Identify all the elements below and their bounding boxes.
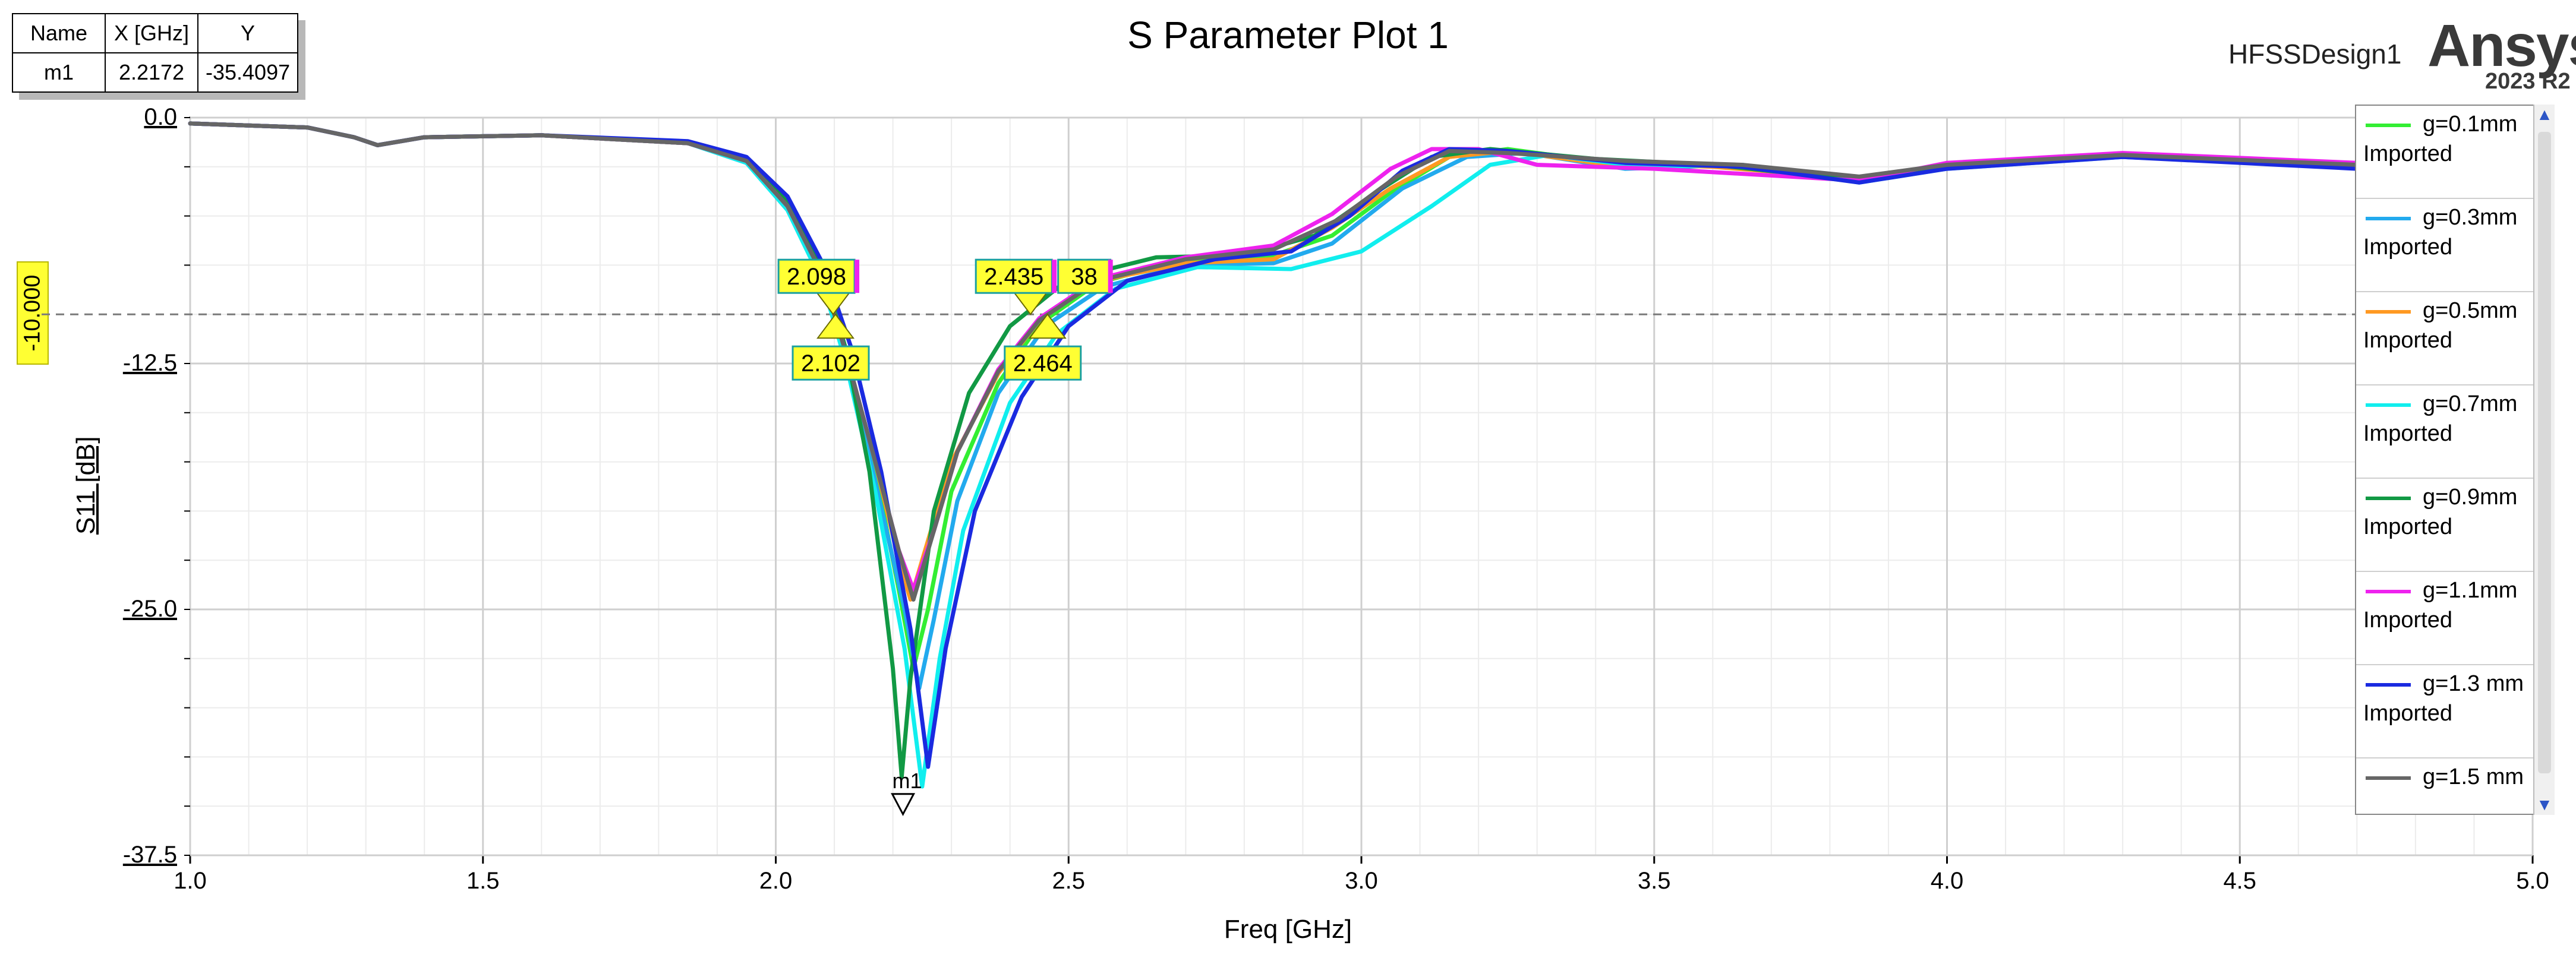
legend-label: g=0.9mm: [2423, 485, 2518, 510]
intersection-label-4: 2.464: [1013, 350, 1073, 377]
marker-triangle-icon: [891, 793, 916, 816]
legend-sublabel: Imported: [2363, 328, 2452, 353]
legend-label: g=0.3mm: [2423, 205, 2518, 230]
legend-label: g=0.5mm: [2423, 298, 2518, 323]
legend-label: g=0.1mm: [2423, 112, 2518, 137]
scroll-up-icon[interactable]: ▲: [2536, 105, 2553, 124]
legend-swatch: [2366, 310, 2411, 314]
intersection-arrow-icon: [816, 313, 855, 339]
legend-item[interactable]: g=0.3mm Imported: [2356, 199, 2552, 292]
reference-line-badge[interactable]: -10.000: [17, 261, 49, 365]
intersection-label-tab: [1052, 260, 1057, 293]
legend[interactable]: g=0.1mm Imported g=0.3mm Imported g=0.5mm Imp…: [2355, 105, 2553, 815]
legend-sublabel: Imported: [2363, 235, 2452, 260]
x-tick-label: 4.0: [1931, 868, 1964, 894]
legend-item[interactable]: g=0.7mm Imported: [2356, 385, 2552, 479]
marker-table: Name X [GHz] Y m1 2.2172 -35.4097: [12, 13, 299, 93]
brand-logo: Ansys: [2427, 12, 2576, 79]
marker-label: m1: [893, 769, 922, 793]
intersection-label-3: 2.435: [984, 264, 1043, 290]
marker-header-name: Name: [12, 13, 106, 53]
legend-item[interactable]: g=0.1mm Imported: [2356, 106, 2552, 199]
series-line-8: [188, 121, 2535, 602]
y-tick-label: 0.0: [144, 104, 177, 130]
legend-item[interactable]: g=1.5 mm: [2356, 758, 2552, 814]
legend-item[interactable]: g=0.5mm Imported: [2356, 292, 2552, 385]
legend-item[interactable]: g=1.1mm Imported: [2356, 572, 2552, 665]
marker-header-y: Y: [197, 13, 299, 53]
intersection-label-1: 2.098: [787, 264, 846, 290]
legend-swatch: [2366, 497, 2411, 500]
intersection-arrow-icon: [1011, 290, 1050, 315]
legend-sublabel: Imported: [2363, 608, 2452, 633]
scroll-thumb[interactable]: [2538, 132, 2551, 773]
x-tick-label: 4.5: [2223, 868, 2256, 894]
intersection-label-hidden-box: [1057, 258, 1112, 294]
legend-swatch: [2366, 776, 2411, 780]
y-tick-label: -12.5: [123, 350, 177, 376]
marker-header-x: X [GHz]: [105, 13, 198, 53]
series-line-2: [188, 121, 2359, 690]
legend-swatch: [2366, 403, 2411, 407]
scroll-down-icon[interactable]: ▼: [2536, 795, 2553, 814]
x-tick-label: 1.0: [174, 868, 207, 894]
legend-sublabel: Imported: [2363, 141, 2452, 166]
y-axis-label: S11 [dB]: [71, 436, 100, 535]
brand-version: 2023 R2: [2485, 69, 2571, 94]
x-tick-label: 2.5: [1052, 868, 1085, 894]
legend-sublabel: Imported: [2363, 514, 2452, 539]
y-tick-label: -37.5: [123, 842, 177, 868]
series-line-1: [188, 121, 2359, 671]
legend-label: g=1.5 mm: [2423, 764, 2524, 789]
legend-scrollbar[interactable]: ▲ ▼: [2533, 105, 2555, 815]
plot-title: S Parameter Plot 1: [1127, 14, 1449, 56]
intersection-label-hidden: 38: [1071, 264, 1098, 290]
x-tick-label: 2.0: [759, 868, 793, 894]
marker-name-cell[interactable]: m1: [12, 52, 106, 93]
x-tick-label: 5.0: [2516, 868, 2549, 894]
marker-x-cell: 2.2172: [105, 52, 198, 93]
series-line-7: [188, 121, 2359, 769]
marker-y-cell: -35.4097: [197, 52, 299, 93]
legend-label: g=1.1mm: [2423, 578, 2518, 603]
x-axis-label: Freq [GHz]: [1224, 915, 1352, 944]
plot-area: [189, 116, 2534, 856]
intersection-arrow-icon: [1028, 313, 1067, 339]
legend-label: g=0.7mm: [2423, 391, 2518, 416]
legend-swatch: [2366, 683, 2411, 687]
intersection-label-1-box: [777, 258, 856, 294]
legend-label: g=1.3 mm: [2423, 671, 2524, 696]
legend-swatch: [2366, 217, 2411, 220]
design-name: HFSSDesign1: [2228, 39, 2402, 69]
x-tick-label: 3.5: [1638, 868, 1671, 894]
legend-sublabel: Imported: [2363, 421, 2452, 446]
legend-sublabel: Imported: [2363, 701, 2452, 726]
x-tick-label: 3.0: [1345, 868, 1378, 894]
x-tick-label: 1.5: [466, 868, 500, 894]
intersection-arrow-icon: [814, 290, 853, 315]
intersection-label-tab: [1108, 260, 1113, 293]
legend-swatch: [2366, 590, 2411, 593]
intersection-label-tab: [855, 260, 860, 293]
intersection-label-4-box: [1004, 345, 1082, 381]
series-line-4: [188, 121, 2359, 789]
series-line-5: [188, 121, 2359, 779]
legend-swatch: [2366, 124, 2411, 127]
series-line-3: [188, 121, 2359, 602]
intersection-label-3-box: [975, 258, 1053, 294]
legend-item[interactable]: g=0.9mm Imported: [2356, 479, 2552, 572]
intersection-label-2-box: [792, 345, 870, 381]
legend-item[interactable]: g=1.3 mm Imported: [2356, 665, 2552, 758]
y-tick-label: -25.0: [123, 596, 177, 622]
series-line-6: [188, 121, 2359, 592]
reference-line-value: -10.000: [20, 274, 45, 352]
intersection-label-2: 2.102: [801, 350, 860, 377]
